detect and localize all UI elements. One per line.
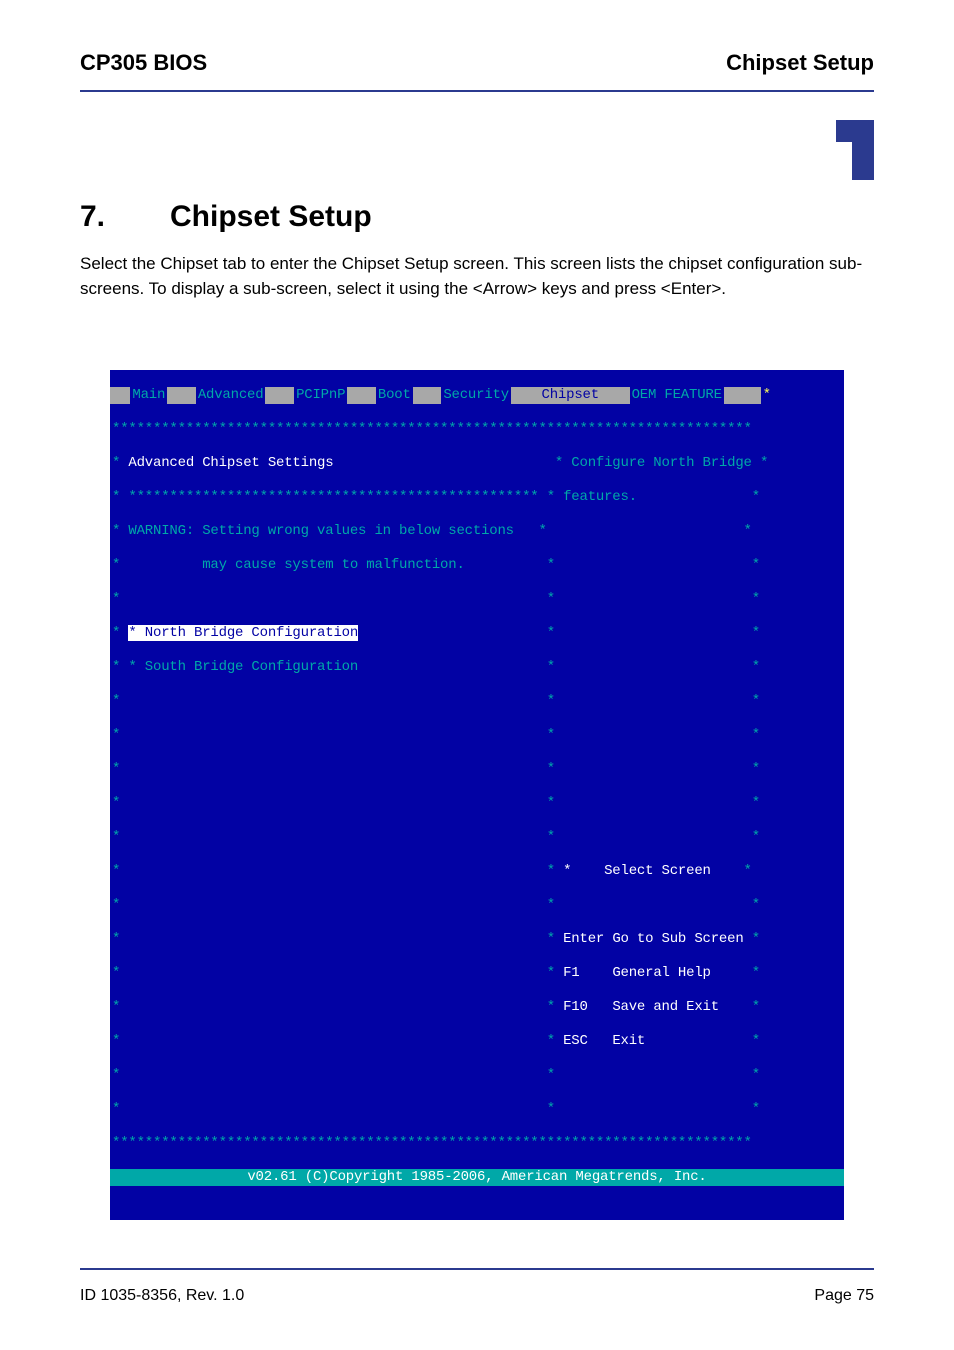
footer-left: ID 1035-8356, Rev. 1.0	[80, 1287, 244, 1305]
header-right: Chipset Setup	[726, 50, 874, 76]
footer-rule	[80, 1268, 874, 1270]
nav-enter-txt: Go to Sub Screen	[612, 931, 743, 947]
menu-north-bridge[interactable]: * North Bridge Configuration	[128, 625, 358, 641]
tab-pcipnp[interactable]: PCIPnP	[294, 387, 347, 404]
warning-2: may cause system to malfunction.	[128, 557, 464, 573]
footer-right: Page 75	[814, 1287, 874, 1305]
tab-chipset[interactable]: Chipset	[540, 387, 601, 404]
chapter-heading: Chipset Setup	[170, 200, 372, 233]
menu-south-bridge[interactable]: * South Bridge Configuration	[128, 659, 358, 675]
nav-select: Select Screen	[604, 863, 711, 879]
tab-main[interactable]: Main	[130, 387, 167, 404]
chapter-number: 7.	[80, 200, 170, 234]
bios-title: Advanced Chipset Settings	[128, 455, 333, 471]
tab-oem[interactable]: OEM FEATURE	[630, 387, 724, 404]
bios-footer: v02.61 (C)Copyright 1985-2006, American …	[110, 1169, 844, 1186]
tab-boot[interactable]: Boot	[376, 387, 413, 404]
tab-security[interactable]: Security	[441, 387, 511, 404]
bios-screenshot: Main Advanced PCIPnP Boot Security Chips…	[110, 370, 844, 1220]
nav-esc-txt: Exit	[612, 1033, 645, 1049]
nav-f10-key: F10	[563, 999, 588, 1015]
nav-f1-txt: General Help	[612, 965, 710, 981]
nav-f1-key: F1	[563, 965, 579, 981]
header-left: CP305 BIOS	[80, 50, 207, 76]
nav-esc-key: ESC	[563, 1033, 588, 1049]
logo-icon	[814, 120, 874, 180]
chapter-title: 7.Chipset Setup	[80, 200, 874, 234]
header-rule	[80, 90, 874, 92]
tab-advanced[interactable]: Advanced	[196, 387, 266, 404]
warning-1: WARNING: Setting wrong values in below s…	[128, 523, 513, 539]
nav-enter-key: Enter	[563, 931, 604, 947]
help-line-2: features.	[563, 489, 637, 505]
nav-f10-txt: Save and Exit	[612, 999, 719, 1015]
help-line-1: Configure North Bridge	[571, 455, 751, 471]
bios-tabbar: Main Advanced PCIPnP Boot Security Chips…	[110, 387, 844, 404]
chapter-body: Select the Chipset tab to enter the Chip…	[80, 252, 874, 301]
